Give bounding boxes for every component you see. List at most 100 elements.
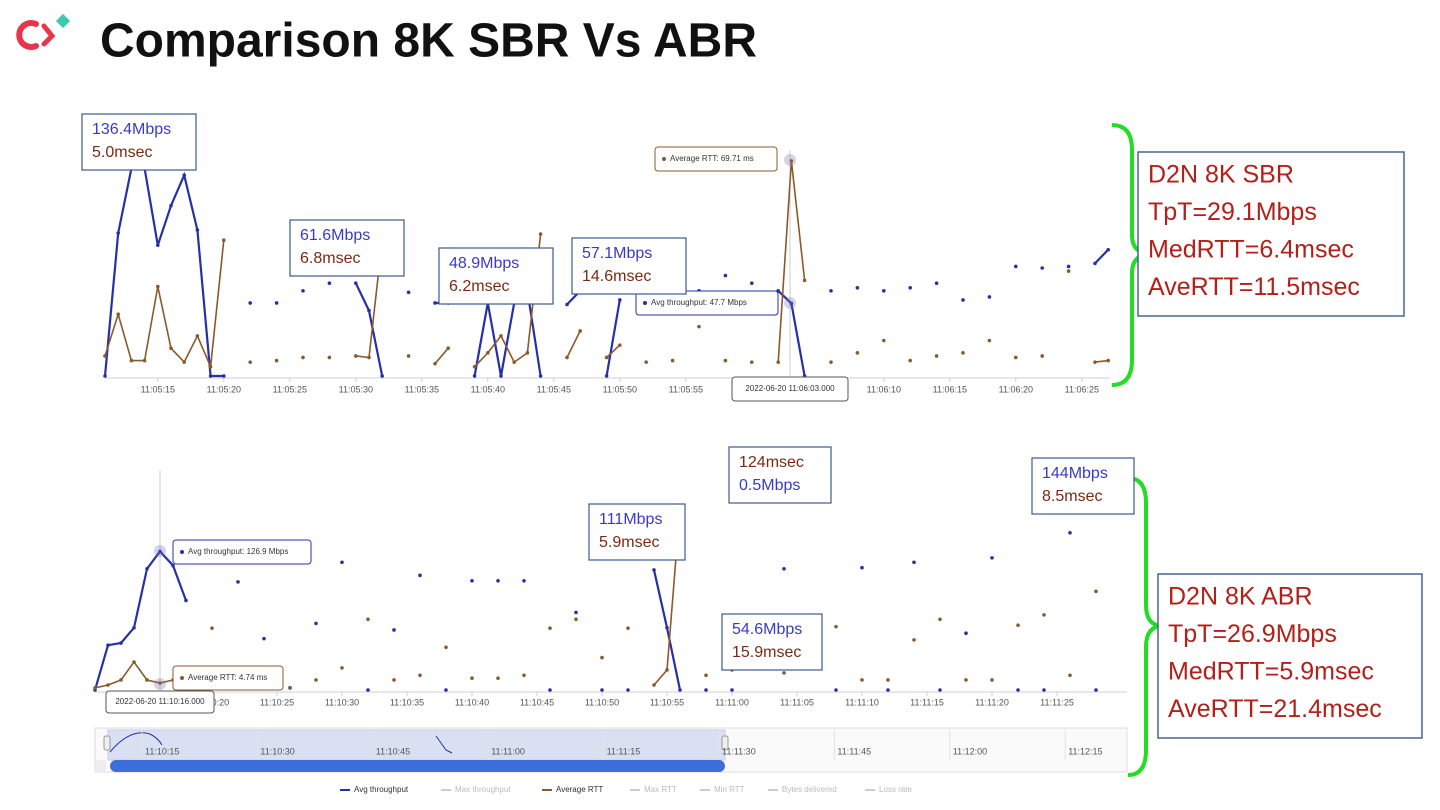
data-point: [406, 354, 411, 358]
navigator-tick-label: 11:10:45: [376, 746, 410, 756]
legend-label[interactable]: Max throughput: [455, 785, 511, 794]
data-point: [578, 329, 582, 333]
x-tick-label: 11:10:35: [390, 697, 424, 707]
data-point: [704, 673, 708, 678]
summary-text: TpT=29.1Mbps: [1148, 198, 1317, 226]
scrollbar-thumb[interactable]: [110, 760, 725, 772]
logo-c: [16, 20, 39, 50]
data-point: [1042, 613, 1046, 617]
data-point: [208, 374, 213, 378]
data-point: [327, 281, 332, 286]
annotation-text: 8.5msec: [1042, 488, 1102, 505]
navigator-tick-label: 11:11:30: [722, 746, 756, 756]
data-point: [829, 360, 833, 364]
tooltip-dot: [643, 301, 647, 305]
data-point: [366, 617, 370, 622]
data-point: [697, 324, 701, 329]
x-tick-label: 11:11:10: [845, 697, 879, 707]
annotation-text: 124msec: [739, 454, 804, 471]
data-point: [1066, 269, 1071, 273]
data-point: [604, 355, 609, 360]
data-point: [522, 579, 526, 583]
tooltip-text: 2022-06-20 11:06:03.000: [745, 384, 835, 393]
data-point: [750, 281, 754, 286]
data-point: [486, 351, 490, 355]
data-point: [106, 643, 110, 648]
data-point: [964, 678, 968, 682]
tooltip-text: Average RTT: 69.71 ms: [670, 154, 754, 163]
annotation-box: [588, 503, 686, 561]
annotation-text: 0.5Mbps: [739, 477, 800, 494]
data-point: [834, 688, 838, 692]
data-point: [262, 636, 266, 641]
data-point: [652, 683, 656, 687]
data-point: [158, 549, 162, 554]
hover-halo: [154, 678, 166, 690]
tooltip: [635, 290, 779, 316]
tooltip-dot: [180, 550, 184, 554]
legend-label[interactable]: Min RTT: [714, 785, 745, 794]
data-point: [248, 360, 252, 364]
legend-label[interactable]: Bytes delivered: [782, 785, 837, 794]
data-point: [1094, 589, 1098, 594]
navigator-handle[interactable]: [721, 735, 729, 751]
data-point: [301, 289, 305, 293]
data-point: [860, 565, 864, 570]
legend-label[interactable]: Average RTT: [556, 785, 603, 794]
summary-text: AveRTT=21.4msec: [1168, 695, 1382, 723]
data-point: [1068, 530, 1072, 535]
data-point: [1040, 354, 1044, 358]
data-point: [116, 312, 120, 317]
legend-label[interactable]: Loss rate: [879, 785, 912, 794]
legend-label[interactable]: Max RTT: [644, 785, 677, 794]
data-point: [119, 641, 123, 645]
data-point: [855, 285, 860, 290]
legend-label[interactable]: Avg throughput: [354, 785, 409, 794]
tooltip-text: Avg throughput: 126.9 Mbps: [188, 547, 288, 556]
hover-halo: [784, 154, 796, 166]
navigator-tick-label: 11:12:15: [1068, 746, 1102, 756]
data-point: [512, 360, 516, 364]
data-point: [472, 364, 477, 369]
scrollbar-arrow[interactable]: [96, 760, 106, 772]
data-point: [1042, 688, 1046, 692]
annotation-box: [728, 446, 832, 504]
slide-title: Comparison 8K SBR Vs ABR: [100, 15, 757, 68]
data-point: [145, 566, 149, 571]
data-point: [886, 688, 890, 692]
annotation-box: [721, 613, 823, 671]
annotation-text: 6.8msec: [300, 250, 360, 267]
x-tick-label: 11:06:15: [933, 384, 967, 394]
annotation-text: 61.6Mbps: [300, 227, 370, 244]
data-point: [538, 374, 543, 378]
data-point: [1068, 673, 1072, 678]
annotation-box: [571, 237, 687, 295]
data-point: [886, 678, 890, 682]
data-point: [314, 621, 318, 626]
data-point: [470, 676, 474, 681]
data-point: [145, 678, 149, 682]
data-point: [934, 354, 939, 358]
data-point: [604, 374, 609, 378]
data-point: [678, 688, 682, 692]
data-point: [860, 678, 864, 682]
logo-k: [41, 23, 56, 47]
tooltip: [731, 376, 849, 402]
tooltip-text: 2022-06-20 11:10:16.000: [115, 697, 205, 706]
data-point: [301, 355, 305, 360]
data-point: [882, 338, 886, 343]
data-point: [314, 678, 318, 682]
data-point: [723, 358, 728, 363]
data-point: [444, 645, 448, 650]
data-point: [618, 343, 622, 347]
data-point: [222, 238, 226, 243]
data-point: [990, 678, 994, 682]
x-tick-label: 11:05:45: [537, 384, 571, 394]
data-point: [103, 374, 107, 378]
data-point: [704, 688, 708, 692]
navigator-handle[interactable]: [103, 735, 111, 751]
data-point: [912, 638, 916, 642]
annotation-text: 57.1Mbps: [582, 245, 652, 262]
data-point: [156, 284, 160, 289]
data-point: [961, 351, 965, 355]
